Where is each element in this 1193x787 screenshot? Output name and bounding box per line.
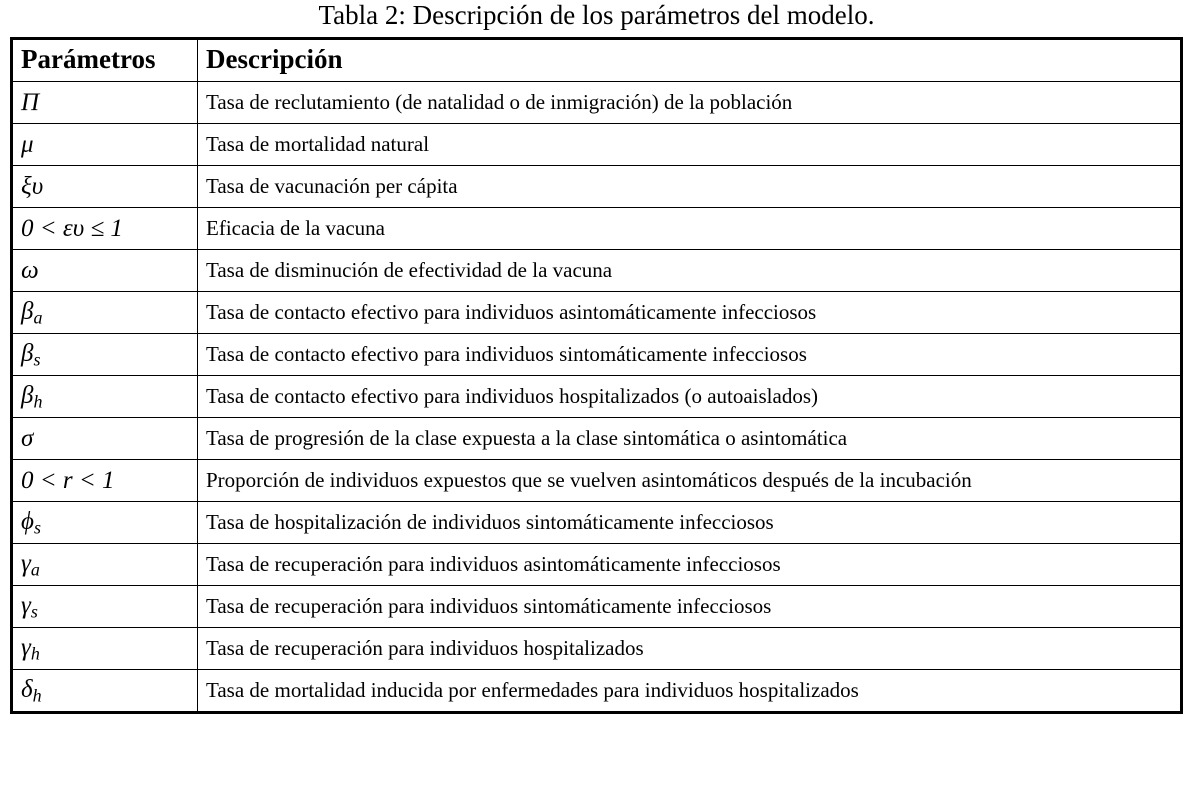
- table-container: Tabla 2: Descripción de los parámetros d…: [0, 0, 1193, 714]
- param-symbol: βa: [12, 292, 198, 334]
- param-symbol: 0 < r < 1: [12, 460, 198, 502]
- param-symbol: βh: [12, 376, 198, 418]
- table-row: βaTasa de contacto efectivo para individ…: [12, 292, 1182, 334]
- table-row: 0 < r < 1Proporción de individuos expues…: [12, 460, 1182, 502]
- param-description: Tasa de contacto efectivo para individuo…: [198, 376, 1182, 418]
- table-row: γhTasa de recuperación para individuos h…: [12, 628, 1182, 670]
- table-body: ΠTasa de reclutamiento (de natalidad o d…: [12, 82, 1182, 713]
- table-row: ωTasa de disminución de efectividad de l…: [12, 250, 1182, 292]
- param-description: Proporción de individuos expuestos que s…: [198, 460, 1182, 502]
- param-description: Tasa de disminución de efectividad de la…: [198, 250, 1182, 292]
- param-description: Tasa de recuperación para individuos sin…: [198, 586, 1182, 628]
- table-row: 0 < ευ ≤ 1Eficacia de la vacuna: [12, 208, 1182, 250]
- param-description: Tasa de contacto efectivo para individuo…: [198, 334, 1182, 376]
- param-symbol: ϕs: [12, 502, 198, 544]
- col-header-descripcion: Descripción: [198, 39, 1182, 82]
- param-description: Tasa de progresión de la clase expuesta …: [198, 418, 1182, 460]
- col-header-parametros: Parámetros: [12, 39, 198, 82]
- param-description: Eficacia de la vacuna: [198, 208, 1182, 250]
- table-row: ξυTasa de vacunación per cápita: [12, 166, 1182, 208]
- param-symbol: ω: [12, 250, 198, 292]
- param-symbol: Π: [12, 82, 198, 124]
- table-row: ϕsTasa de hospitalización de individuos …: [12, 502, 1182, 544]
- table-row: γsTasa de recuperación para individuos s…: [12, 586, 1182, 628]
- param-description: Tasa de recuperación para individuos asi…: [198, 544, 1182, 586]
- param-symbol: γs: [12, 586, 198, 628]
- parameters-table: Parámetros Descripción ΠTasa de reclutam…: [10, 37, 1183, 714]
- param-description: Tasa de mortalidad inducida por enfermed…: [198, 670, 1182, 713]
- table-header-row: Parámetros Descripción: [12, 39, 1182, 82]
- table-row: σTasa de progresión de la clase expuesta…: [12, 418, 1182, 460]
- table-row: βsTasa de contacto efectivo para individ…: [12, 334, 1182, 376]
- param-description: Tasa de recuperación para individuos hos…: [198, 628, 1182, 670]
- param-symbol: σ: [12, 418, 198, 460]
- param-symbol: ξυ: [12, 166, 198, 208]
- param-description: Tasa de reclutamiento (de natalidad o de…: [198, 82, 1182, 124]
- param-description: Tasa de contacto efectivo para individuo…: [198, 292, 1182, 334]
- param-description: Tasa de hospitalización de individuos si…: [198, 502, 1182, 544]
- param-symbol: γa: [12, 544, 198, 586]
- param-symbol: δh: [12, 670, 198, 713]
- table-row: γaTasa de recuperación para individuos a…: [12, 544, 1182, 586]
- param-symbol: βs: [12, 334, 198, 376]
- param-symbol: 0 < ευ ≤ 1: [12, 208, 198, 250]
- table-row: δhTasa de mortalidad inducida por enferm…: [12, 670, 1182, 713]
- param-description: Tasa de mortalidad natural: [198, 124, 1182, 166]
- param-symbol: μ: [12, 124, 198, 166]
- param-symbol: γh: [12, 628, 198, 670]
- table-row: ΠTasa de reclutamiento (de natalidad o d…: [12, 82, 1182, 124]
- table-row: βhTasa de contacto efectivo para individ…: [12, 376, 1182, 418]
- table-row: μTasa de mortalidad natural: [12, 124, 1182, 166]
- param-description: Tasa de vacunación per cápita: [198, 166, 1182, 208]
- table-caption: Tabla 2: Descripción de los parámetros d…: [10, 0, 1183, 31]
